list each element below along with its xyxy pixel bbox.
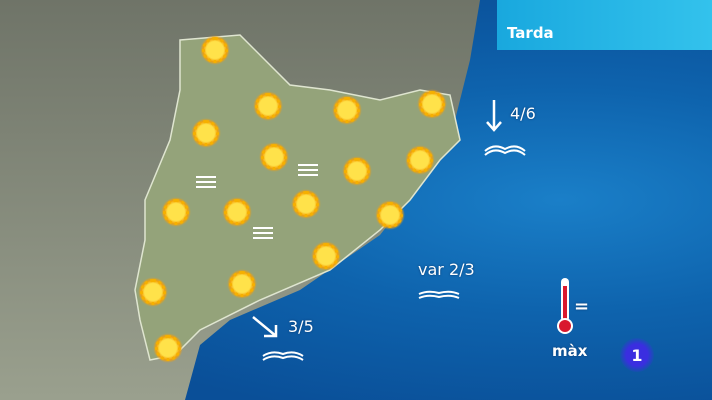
thermometer-icon (557, 278, 573, 334)
sun-icon (200, 35, 230, 65)
sun-icon (161, 197, 191, 227)
sun-icon (259, 142, 289, 172)
sun-icon (332, 95, 362, 125)
sun-icon (405, 145, 435, 175)
arrow-down-icon (486, 100, 502, 132)
fog-icon (253, 227, 273, 239)
channel-logo: 1 (620, 338, 654, 372)
sun-icon (222, 197, 252, 227)
period-panel: Tarda (497, 0, 712, 50)
temperature-label: màx (552, 342, 588, 360)
sea-value-north: 4/6 (510, 104, 536, 123)
sun-icon (153, 333, 183, 363)
sun-icon (138, 277, 168, 307)
sun-icon (375, 200, 405, 230)
sea-value-south: 3/5 (288, 317, 314, 336)
period-label: Tarda (507, 24, 554, 42)
sea-value-center: var 2/3 (418, 260, 475, 279)
sun-icon (253, 91, 283, 121)
fog-icon (196, 176, 216, 188)
temperature-trend: = (574, 296, 590, 317)
sun-icon (342, 156, 372, 186)
sun-icon (417, 89, 447, 119)
sun-icon (291, 189, 321, 219)
waves-icon (484, 145, 526, 156)
waves-icon (262, 351, 304, 361)
fog-icon (298, 164, 318, 176)
arrow-south-east-icon (252, 316, 278, 338)
sun-icon (311, 241, 341, 271)
waves-icon (418, 290, 460, 299)
sun-icon (191, 118, 221, 148)
sun-icon (227, 269, 257, 299)
